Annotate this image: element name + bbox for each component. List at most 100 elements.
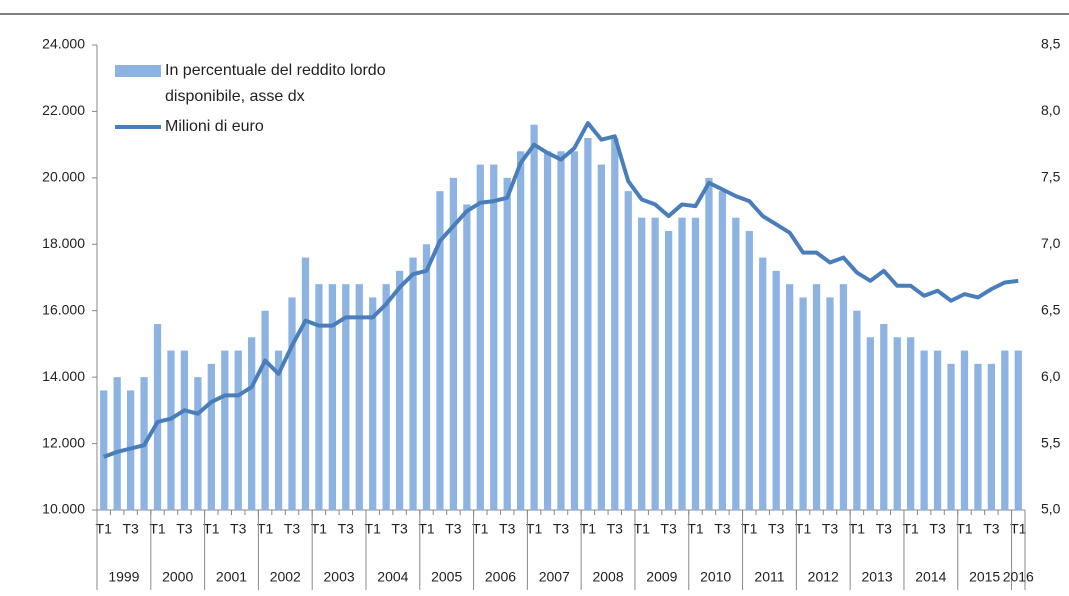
y2-tick-label: 8,5 xyxy=(1041,36,1061,52)
year-label: 2006 xyxy=(485,569,516,585)
bar xyxy=(517,151,525,511)
bar xyxy=(557,151,565,511)
legend-swatch xyxy=(115,65,161,77)
bar xyxy=(274,350,283,510)
bar xyxy=(718,191,727,510)
bar xyxy=(261,310,269,510)
x-tick-label: T3 xyxy=(660,521,677,537)
x-tick-label: T3 xyxy=(929,521,946,537)
bar xyxy=(463,204,471,510)
y2-tick-label: 6,5 xyxy=(1041,301,1061,317)
x-tick-label: T1 xyxy=(311,521,328,537)
bar xyxy=(732,217,740,510)
x-tick-label: T3 xyxy=(499,521,516,537)
bar xyxy=(530,124,538,510)
bar xyxy=(826,297,834,510)
x-tick-label: T1 xyxy=(472,521,489,537)
bar xyxy=(866,337,874,510)
x-tick-label: T1 xyxy=(634,521,651,537)
bar xyxy=(597,164,605,511)
bar xyxy=(382,284,390,510)
bar xyxy=(759,257,767,510)
y-tick-label: 24.000 xyxy=(42,36,85,52)
bar xyxy=(490,164,498,511)
x-tick-label: T1 xyxy=(903,521,920,537)
y-tick-label: 18.000 xyxy=(42,235,85,251)
y2-tick-label: 6,0 xyxy=(1041,368,1061,384)
bar xyxy=(436,191,444,510)
y2-tick-label: 5,5 xyxy=(1041,434,1061,450)
y2-tick-label: 5,0 xyxy=(1041,501,1061,517)
swatch xyxy=(115,125,161,129)
year-label: 2003 xyxy=(324,569,355,585)
bar xyxy=(328,284,336,510)
year-label: 2014 xyxy=(915,569,946,585)
bar xyxy=(853,310,861,510)
bar xyxy=(248,337,256,510)
x-tick-label: T1 xyxy=(526,521,543,537)
bar xyxy=(772,270,780,510)
x-tick-label: T3 xyxy=(876,521,893,537)
bar xyxy=(664,231,673,510)
x-tick-label: T3 xyxy=(338,521,355,537)
x-tick-label: T3 xyxy=(553,521,570,537)
bar xyxy=(893,337,901,510)
year-label: 2000 xyxy=(162,569,193,585)
y-tick-label: 22.000 xyxy=(42,102,85,118)
bar xyxy=(584,138,592,510)
year-label: 2013 xyxy=(861,569,892,585)
bar xyxy=(611,138,619,510)
bar xyxy=(449,177,458,510)
bar xyxy=(651,217,659,510)
bar xyxy=(907,337,915,510)
legend-label: In percentuale del reddito lordo disponi… xyxy=(165,62,386,105)
x-tick-label: T1 xyxy=(741,521,758,537)
bar xyxy=(705,177,713,510)
bar xyxy=(624,191,632,510)
bar xyxy=(153,324,162,510)
y-tick-label: 12.000 xyxy=(42,434,85,450)
y-tick-label: 10.000 xyxy=(42,501,85,517)
year-label: 2010 xyxy=(700,569,731,585)
y-tick-label: 20.000 xyxy=(42,169,85,185)
bar xyxy=(409,257,417,510)
bar xyxy=(369,297,377,510)
bar xyxy=(503,177,511,510)
bar xyxy=(570,151,579,511)
year-label: 2015 xyxy=(969,569,1000,585)
x-tick-label: T3 xyxy=(822,521,839,537)
x-tick-label: T3 xyxy=(122,521,139,537)
year-label: 2007 xyxy=(539,569,570,585)
year-label: 2005 xyxy=(431,569,462,585)
bar xyxy=(691,217,700,510)
bar xyxy=(839,284,848,510)
x-tick-label: T1 xyxy=(795,521,812,537)
year-label: 2002 xyxy=(270,569,301,585)
x-tick-label: T1 xyxy=(849,521,866,537)
bar xyxy=(543,151,552,511)
bar xyxy=(207,363,215,510)
legend-entry: In percentuale del reddito lordo disponi… xyxy=(115,58,555,110)
year-label: 2001 xyxy=(216,569,247,585)
x-tick-label: T3 xyxy=(445,521,462,537)
x-tick-label: T1 xyxy=(203,521,220,537)
bar xyxy=(880,324,888,510)
x-tick-label: T1 xyxy=(1010,521,1027,537)
bar xyxy=(315,284,323,510)
bar xyxy=(234,350,242,510)
bar xyxy=(113,377,121,510)
x-tick-label: T1 xyxy=(956,521,973,537)
x-tick-label: T3 xyxy=(983,521,1000,537)
bar xyxy=(812,284,821,510)
x-tick-label: T3 xyxy=(284,521,301,537)
year-label: 2011 xyxy=(754,569,784,585)
x-tick-label: T1 xyxy=(418,521,435,537)
bar xyxy=(167,350,175,510)
x-tick-label: T3 xyxy=(230,521,247,537)
y-tick-label: 16.000 xyxy=(42,301,85,317)
bar xyxy=(288,297,296,510)
bar xyxy=(100,390,108,510)
x-tick-label: T1 xyxy=(149,521,166,537)
